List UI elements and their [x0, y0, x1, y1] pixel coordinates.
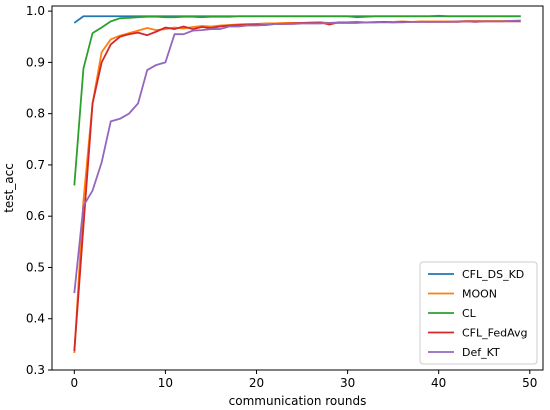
plot-frame [51, 5, 544, 371]
legend-label: MOON [462, 288, 497, 301]
x-tick-label: 30 [340, 376, 355, 390]
y-tick-label: 0.8 [26, 107, 45, 121]
legend-label: CFL_DS_KD [462, 268, 524, 281]
legend-label: CL [462, 307, 477, 320]
y-tick-label: 0.5 [26, 260, 45, 274]
series-line-4 [73, 19, 521, 294]
y-tick-label: 1.0 [26, 4, 45, 18]
legend: CFL_DS_KD MOON CL CFL_FedAvg Def_KT [419, 261, 538, 365]
x-tick-label: 20 [249, 376, 264, 390]
x-axis-ticks: 0 10 20 30 40 50 [70, 370, 537, 390]
x-tick-label: 10 [158, 376, 173, 390]
y-tick-label: 0.7 [26, 158, 45, 172]
x-tick-label: 50 [522, 376, 537, 390]
x-tick-label: 0 [70, 376, 78, 390]
y-tick-label: 0.6 [26, 209, 45, 223]
y-tick-label: 0.3 [26, 363, 45, 377]
y-tick-label: 0.9 [26, 55, 45, 69]
y-axis-label: test_acc [2, 163, 16, 213]
plot-lines [73, 14, 521, 354]
y-axis-ticks: 0.3 0.4 0.5 0.6 0.7 0.8 0.9 1.0 [26, 4, 52, 377]
y-tick-label: 0.4 [26, 312, 45, 326]
series-line-2 [73, 14, 521, 186]
legend-label: CFL_FedAvg [462, 327, 527, 340]
x-axis-label: communication rounds [229, 394, 367, 408]
x-tick-label: 40 [431, 376, 446, 390]
legend-label: Def_KT [462, 346, 500, 359]
legend-box [419, 261, 538, 365]
